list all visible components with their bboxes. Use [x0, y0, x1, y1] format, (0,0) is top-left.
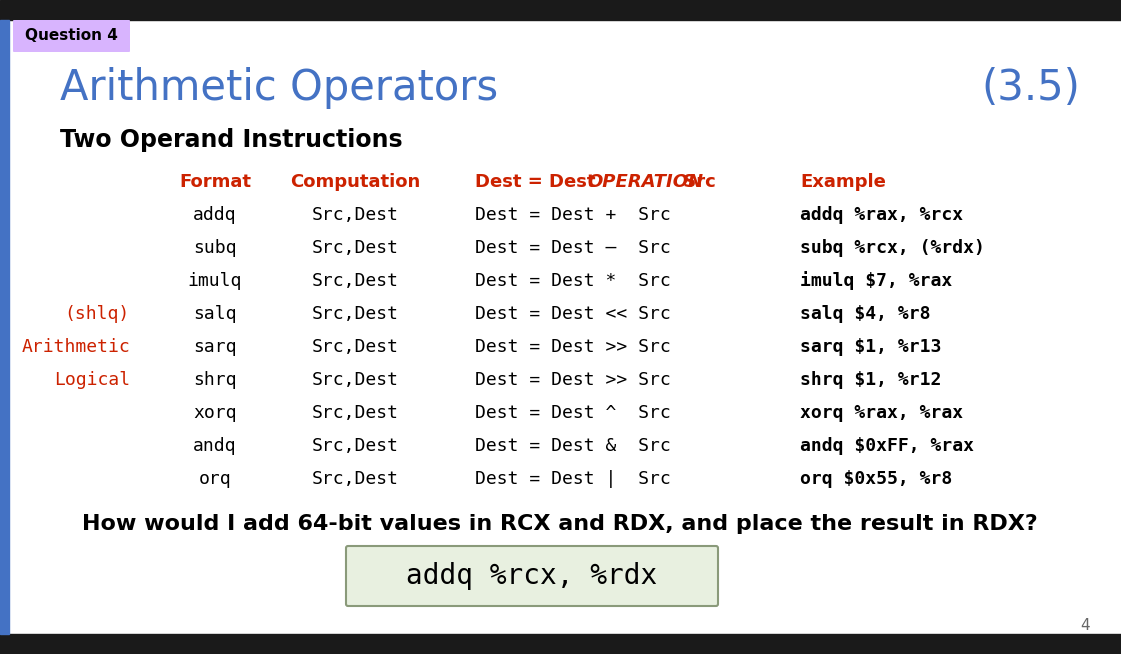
- Text: (shlq): (shlq): [65, 305, 130, 323]
- Text: Two Operand Instructions: Two Operand Instructions: [61, 128, 402, 152]
- Text: OPERATION: OPERATION: [587, 173, 703, 191]
- Text: Src,Dest: Src,Dest: [312, 239, 398, 257]
- Text: 4: 4: [1081, 619, 1090, 634]
- Text: sarq $1, %r13: sarq $1, %r13: [800, 338, 942, 356]
- Text: Question 4: Question 4: [25, 29, 118, 44]
- Text: Src,Dest: Src,Dest: [312, 470, 398, 488]
- Text: Src,Dest: Src,Dest: [312, 206, 398, 224]
- Text: shrq $1, %r12: shrq $1, %r12: [800, 371, 942, 389]
- Text: Logical: Logical: [54, 371, 130, 389]
- Text: Src,Dest: Src,Dest: [312, 404, 398, 422]
- Text: Dest = Dest +  Src: Dest = Dest + Src: [475, 206, 670, 224]
- Text: Dest = Dest &  Src: Dest = Dest & Src: [475, 437, 670, 455]
- Text: andq: andq: [193, 437, 237, 455]
- Text: orq $0x55, %r8: orq $0x55, %r8: [800, 470, 952, 488]
- Text: subq: subq: [193, 239, 237, 257]
- Text: Dest = Dest << Src: Dest = Dest << Src: [475, 305, 670, 323]
- Text: imulq $7, %rax: imulq $7, %rax: [800, 271, 952, 290]
- Text: addq: addq: [193, 206, 237, 224]
- Text: addq %rcx, %rdx: addq %rcx, %rdx: [407, 562, 658, 590]
- Text: Dest = Dest: Dest = Dest: [475, 173, 602, 191]
- Text: xorq: xorq: [193, 404, 237, 422]
- Text: Dest = Dest *  Src: Dest = Dest * Src: [475, 272, 670, 290]
- Text: Example: Example: [800, 173, 886, 191]
- Text: Src,Dest: Src,Dest: [312, 272, 398, 290]
- Text: Src: Src: [677, 173, 715, 191]
- Text: imulq: imulq: [188, 272, 242, 290]
- Text: Src,Dest: Src,Dest: [312, 338, 398, 356]
- Bar: [0, 20, 9, 634]
- Text: salq: salq: [193, 305, 237, 323]
- Text: Dest = Dest >> Src: Dest = Dest >> Src: [475, 371, 670, 389]
- Text: Src,Dest: Src,Dest: [312, 305, 398, 323]
- Text: Dest = Dest |  Src: Dest = Dest | Src: [475, 470, 670, 488]
- FancyBboxPatch shape: [346, 546, 717, 606]
- Text: subq %rcx, (%rdx): subq %rcx, (%rdx): [800, 239, 985, 257]
- Text: (3.5): (3.5): [981, 67, 1080, 109]
- Bar: [0, 634, 1121, 654]
- Text: Dest = Dest ^  Src: Dest = Dest ^ Src: [475, 404, 670, 422]
- Text: shrq: shrq: [193, 371, 237, 389]
- Text: addq %rax, %rcx: addq %rax, %rcx: [800, 206, 963, 224]
- Text: Src,Dest: Src,Dest: [312, 371, 398, 389]
- Text: orq: orq: [198, 470, 231, 488]
- FancyBboxPatch shape: [13, 20, 130, 52]
- Bar: [0, 0, 1121, 20]
- Text: Arithmetic Operators: Arithmetic Operators: [61, 67, 498, 109]
- Text: Arithmetic: Arithmetic: [21, 338, 130, 356]
- Text: Dest = Dest >> Src: Dest = Dest >> Src: [475, 338, 670, 356]
- Text: sarq: sarq: [193, 338, 237, 356]
- Text: andq $0xFF, %rax: andq $0xFF, %rax: [800, 437, 974, 455]
- Text: salq $4, %r8: salq $4, %r8: [800, 305, 930, 323]
- Text: Src,Dest: Src,Dest: [312, 437, 398, 455]
- Text: Format: Format: [179, 173, 251, 191]
- Text: Dest = Dest –  Src: Dest = Dest – Src: [475, 239, 670, 257]
- Text: xorq %rax, %rax: xorq %rax, %rax: [800, 404, 963, 422]
- Text: How would I add 64-bit values in RCX and RDX, and place the result in RDX?: How would I add 64-bit values in RCX and…: [82, 514, 1038, 534]
- Text: Computation: Computation: [290, 173, 420, 191]
